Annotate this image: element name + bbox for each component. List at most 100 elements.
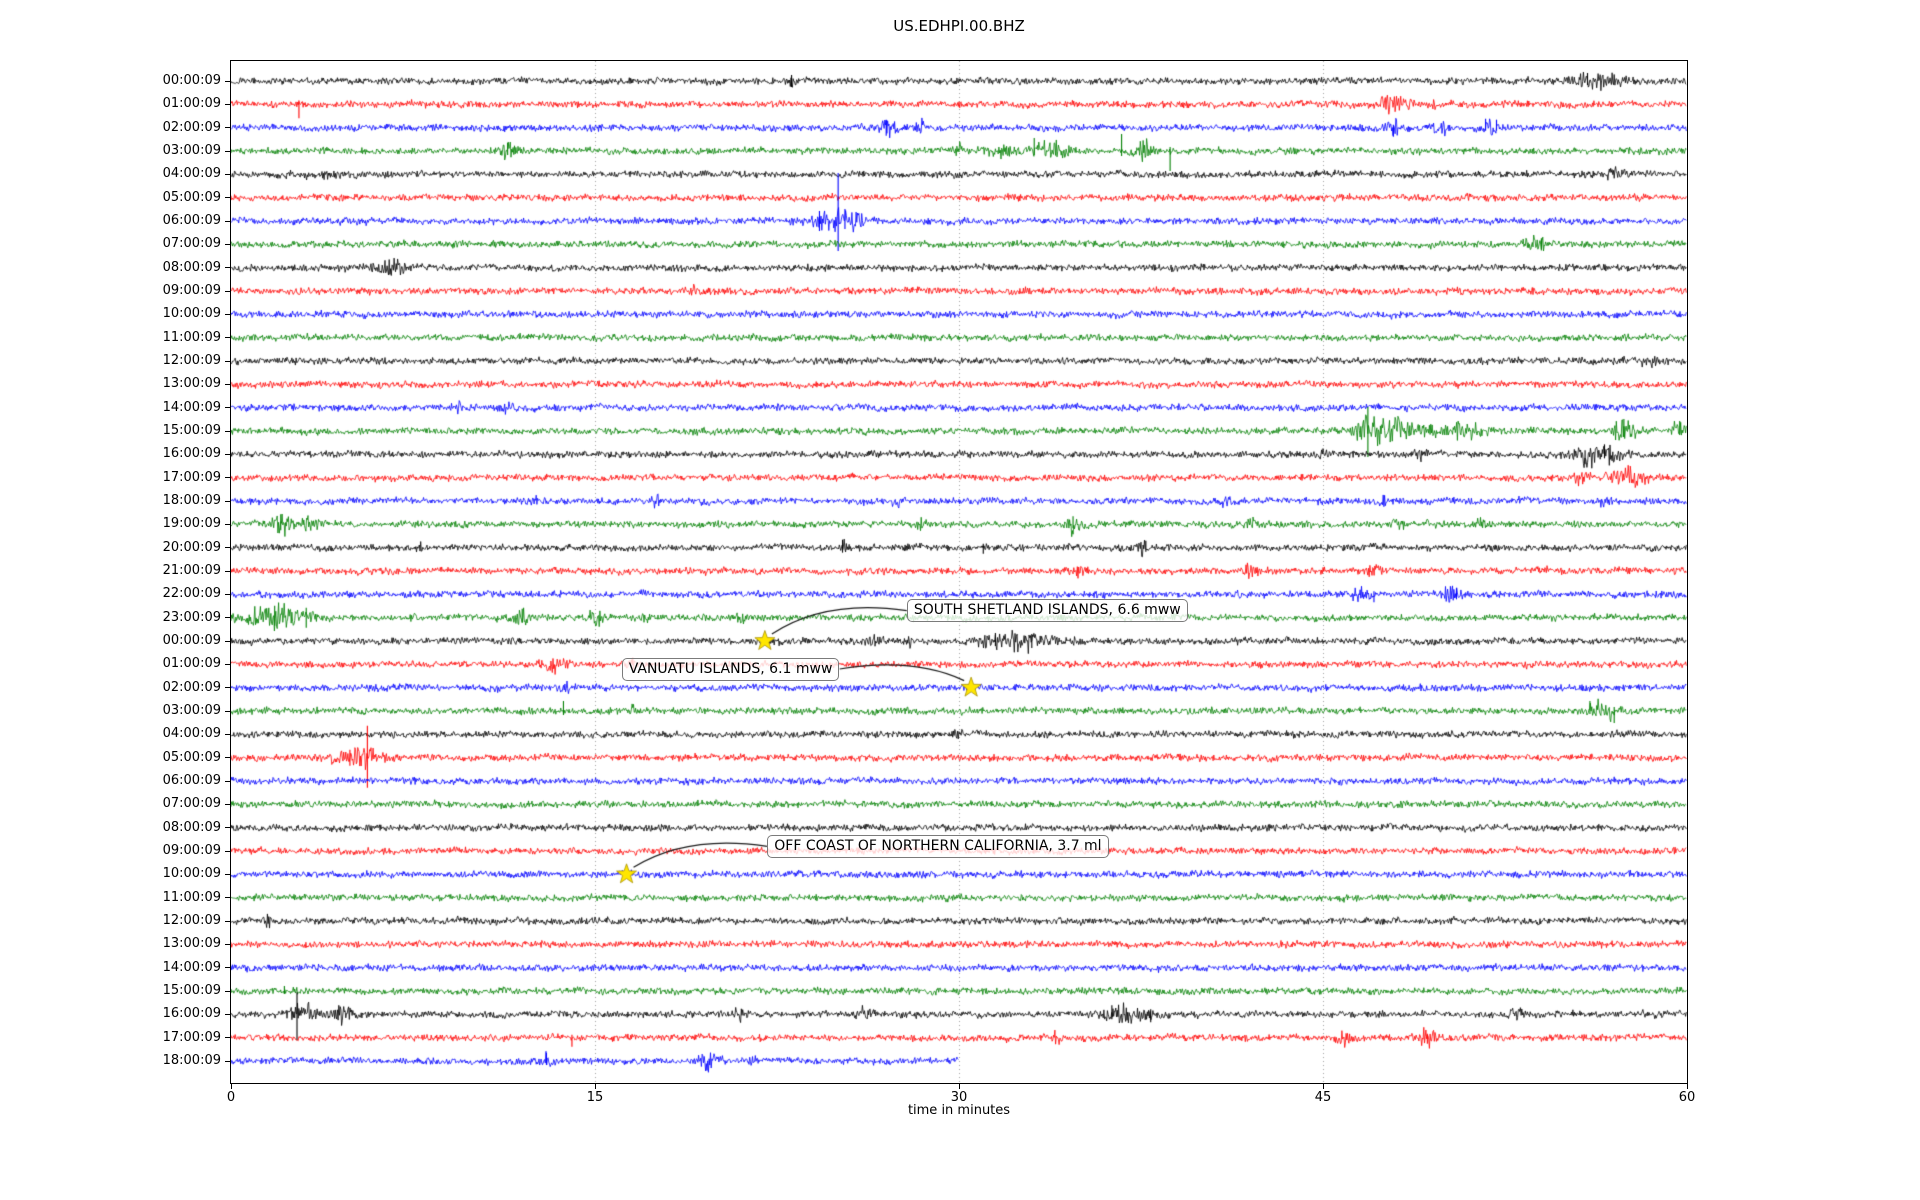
y-axis-tick <box>225 687 230 689</box>
y-axis-tick <box>225 920 230 922</box>
y-axis-label: 14:00:09 <box>162 399 221 415</box>
y-axis-label: 19:00:09 <box>162 516 221 532</box>
y-axis-tick <box>225 313 230 315</box>
y-axis-label: 13:00:09 <box>162 936 221 952</box>
y-axis-label: 02:00:09 <box>162 679 221 695</box>
y-axis-tick <box>225 360 230 362</box>
y-axis-tick <box>225 850 230 852</box>
x-axis-tick <box>958 1084 960 1089</box>
y-axis-tick <box>225 873 230 875</box>
y-axis-tick <box>225 150 230 152</box>
y-axis-label: 12:00:09 <box>162 913 221 928</box>
y-axis-tick <box>225 127 230 129</box>
y-axis-tick <box>225 757 230 759</box>
x-axis-tick-label: 60 <box>1678 1090 1696 1105</box>
x-axis-tick <box>1686 1084 1688 1089</box>
y-axis-label: 17:00:09 <box>162 1029 221 1045</box>
y-axis-label: 15:00:09 <box>162 423 221 438</box>
y-axis-label: 06:00:09 <box>162 773 221 788</box>
event-label: OFF COAST OF NORTHERN CALIFORNIA, 3.7 ml <box>767 834 1109 858</box>
y-axis-label: 22:00:09 <box>162 586 221 602</box>
y-axis-tick <box>225 827 230 829</box>
event-label: VANUATU ISLANDS, 6.1 mww <box>621 657 840 681</box>
y-axis-label: 08:00:09 <box>162 819 221 835</box>
y-axis-tick <box>225 663 230 665</box>
y-axis-tick <box>225 570 230 572</box>
x-axis-tick <box>1322 1084 1324 1089</box>
y-axis-tick <box>225 733 230 735</box>
y-axis-tick <box>225 103 230 105</box>
y-axis-tick <box>225 197 230 199</box>
y-axis-tick <box>225 547 230 549</box>
y-axis-tick <box>225 383 230 385</box>
y-axis-tick <box>225 267 230 269</box>
x-axis-tick <box>230 1084 232 1089</box>
y-axis-tick <box>225 1013 230 1015</box>
y-axis-label: 01:00:09 <box>162 96 221 112</box>
y-axis-tick <box>225 453 230 455</box>
y-axis-tick <box>225 80 230 82</box>
y-axis-tick <box>225 780 230 782</box>
y-axis-label: 02:00:09 <box>162 119 221 135</box>
y-axis-tick <box>225 1037 230 1039</box>
y-axis-label: 13:00:09 <box>162 376 221 392</box>
y-axis-tick <box>225 243 230 245</box>
y-axis-label: 03:00:09 <box>162 143 221 158</box>
y-axis-label: 10:00:09 <box>162 306 221 322</box>
y-axis-label: 06:00:09 <box>162 213 221 228</box>
y-axis-label: 18:00:09 <box>162 493 221 508</box>
y-axis-label: 20:00:09 <box>162 539 221 555</box>
y-axis-tick <box>225 943 230 945</box>
y-axis-label: 00:00:09 <box>162 73 221 88</box>
y-axis-label: 17:00:09 <box>162 469 221 485</box>
y-axis-tick <box>225 967 230 969</box>
y-axis-tick <box>225 173 230 175</box>
x-axis-tick-label: 15 <box>586 1090 604 1105</box>
y-axis-label: 23:00:09 <box>162 609 221 625</box>
y-axis-label: 18:00:09 <box>162 1053 221 1068</box>
y-axis-tick <box>225 990 230 992</box>
y-axis-tick <box>225 1060 230 1062</box>
y-axis-label: 05:00:09 <box>162 749 221 765</box>
y-axis-tick <box>225 407 230 409</box>
x-axis-tick <box>594 1084 596 1089</box>
y-axis-label: 21:00:09 <box>162 563 221 578</box>
y-axis-label: 12:00:09 <box>162 353 221 368</box>
y-axis-label: 16:00:09 <box>162 1006 221 1022</box>
y-axis-label: 09:00:09 <box>162 283 221 298</box>
y-axis-label: 11:00:09 <box>162 329 221 345</box>
y-axis-tick <box>225 640 230 642</box>
y-axis-tick <box>225 897 230 899</box>
y-axis-tick <box>225 593 230 595</box>
x-axis-tick-label: 0 <box>226 1090 236 1105</box>
y-axis-label: 16:00:09 <box>162 446 221 462</box>
y-axis-label: 09:00:09 <box>162 843 221 858</box>
y-axis-tick <box>225 477 230 479</box>
y-axis-tick <box>225 710 230 712</box>
y-axis-tick <box>225 290 230 292</box>
y-axis-tick <box>225 523 230 525</box>
plot-area <box>230 60 1688 1084</box>
y-axis-tick <box>225 430 230 432</box>
y-axis-label: 07:00:09 <box>162 796 221 812</box>
y-axis-tick <box>225 617 230 619</box>
y-axis-label: 08:00:09 <box>162 259 221 275</box>
y-axis-tick <box>225 500 230 502</box>
y-axis-label: 15:00:09 <box>162 983 221 998</box>
event-label: SOUTH SHETLAND ISLANDS, 6.6 mww <box>906 599 1188 623</box>
y-axis-tick <box>225 337 230 339</box>
seismogram-traces-canvas <box>231 61 1687 1083</box>
y-axis-label: 00:00:09 <box>162 633 221 648</box>
y-axis-label: 01:00:09 <box>162 656 221 672</box>
x-axis-tick-label: 45 <box>1314 1090 1332 1105</box>
x-axis-title: time in minutes <box>907 1103 1011 1118</box>
y-axis-label: 04:00:09 <box>162 726 221 742</box>
y-axis-label: 05:00:09 <box>162 189 221 205</box>
y-axis-tick <box>225 803 230 805</box>
y-axis-label: 03:00:09 <box>162 703 221 718</box>
y-axis-label: 04:00:09 <box>162 166 221 182</box>
y-axis-label: 10:00:09 <box>162 866 221 882</box>
y-axis-label: 11:00:09 <box>162 889 221 905</box>
y-axis-label: 14:00:09 <box>162 959 221 975</box>
